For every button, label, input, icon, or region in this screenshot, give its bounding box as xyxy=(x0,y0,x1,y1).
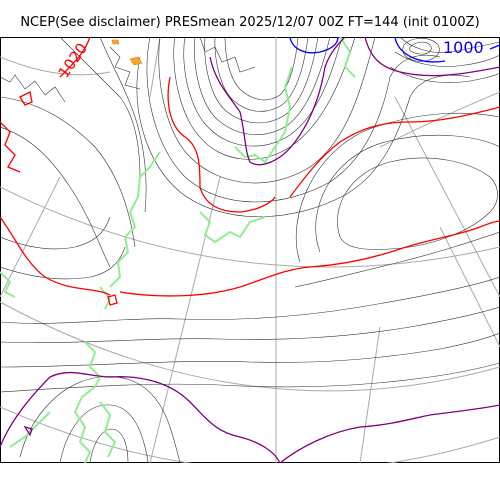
isobar xyxy=(294,231,500,288)
isobar xyxy=(158,37,376,184)
graticule-meridian xyxy=(359,326,381,463)
isobar xyxy=(0,306,500,343)
contour-1020-line xyxy=(19,91,33,106)
contour-1000-line xyxy=(489,44,500,50)
isobar xyxy=(0,216,111,250)
isobar xyxy=(0,126,111,268)
contour-1020-line xyxy=(0,216,111,296)
coastline-segment xyxy=(0,271,16,298)
contour-1000 xyxy=(289,37,500,63)
coastline-segment xyxy=(109,151,161,288)
isobar xyxy=(0,74,66,103)
isobar xyxy=(19,376,181,463)
graticule-parallel xyxy=(0,186,500,268)
contour-1020-line xyxy=(289,106,500,198)
coastline-segment xyxy=(199,211,266,244)
contour-purple xyxy=(0,37,500,463)
isobar xyxy=(224,37,299,101)
contour-1020-line xyxy=(167,76,276,213)
contour-purple-line xyxy=(279,404,500,463)
graticule-meridian xyxy=(394,96,500,298)
contour-purple-line xyxy=(0,371,281,463)
contour-purple-line xyxy=(364,37,500,77)
isobar xyxy=(89,428,129,463)
isobar xyxy=(0,96,136,248)
orange-shape xyxy=(111,39,120,45)
pressure-map: 1020 1000 xyxy=(0,37,500,463)
coastline-segment xyxy=(99,401,117,458)
isobar xyxy=(109,46,141,90)
contour-1020-line xyxy=(59,37,91,78)
graticule-meridian xyxy=(149,37,161,98)
coastline-segment xyxy=(339,37,356,78)
isobar xyxy=(99,37,147,213)
contour-1020-line xyxy=(0,121,21,173)
contour-1000-line xyxy=(289,37,339,54)
graticule-parallel xyxy=(0,406,500,463)
contour-1020-line xyxy=(107,294,118,306)
coastline-segment xyxy=(99,286,112,310)
orange-feature xyxy=(111,39,143,66)
isobar xyxy=(199,37,256,73)
coastline-segment xyxy=(73,341,102,463)
isobar xyxy=(0,332,500,368)
isobar xyxy=(337,157,498,250)
graticule-meridian xyxy=(439,226,500,348)
graticule-parallel xyxy=(0,301,500,392)
contour-purple-line xyxy=(23,425,33,437)
isobar xyxy=(402,37,440,62)
isobar xyxy=(59,404,149,463)
contour-1020-line xyxy=(119,220,500,297)
isobar xyxy=(315,134,500,253)
isobar xyxy=(183,37,343,147)
isobar xyxy=(136,56,471,218)
contour-1000-line xyxy=(394,37,446,63)
isobar xyxy=(146,37,441,203)
isobar xyxy=(389,66,500,83)
contour-purple-line xyxy=(209,37,346,166)
isobar xyxy=(0,362,500,393)
graticule-meridian xyxy=(0,176,61,298)
isobar xyxy=(173,37,356,160)
contour-label-1000: 1000 xyxy=(443,38,484,57)
isobar xyxy=(204,37,319,124)
isobar xyxy=(409,41,432,55)
isobar xyxy=(214,37,309,112)
isobar xyxy=(0,276,500,324)
orange-shape xyxy=(129,56,143,66)
isobar xyxy=(295,112,500,263)
isobar xyxy=(59,37,141,178)
isobar xyxy=(194,37,331,135)
isobar xyxy=(0,246,126,280)
graticule-parallel xyxy=(0,56,111,76)
isobars xyxy=(0,37,500,463)
map-border xyxy=(0,37,500,463)
contour-1020 xyxy=(0,37,500,306)
isobar xyxy=(394,51,500,67)
isobar xyxy=(399,37,500,53)
map-title: NCEP(See disclaimer) PRESmean 2025/12/07… xyxy=(20,15,480,30)
